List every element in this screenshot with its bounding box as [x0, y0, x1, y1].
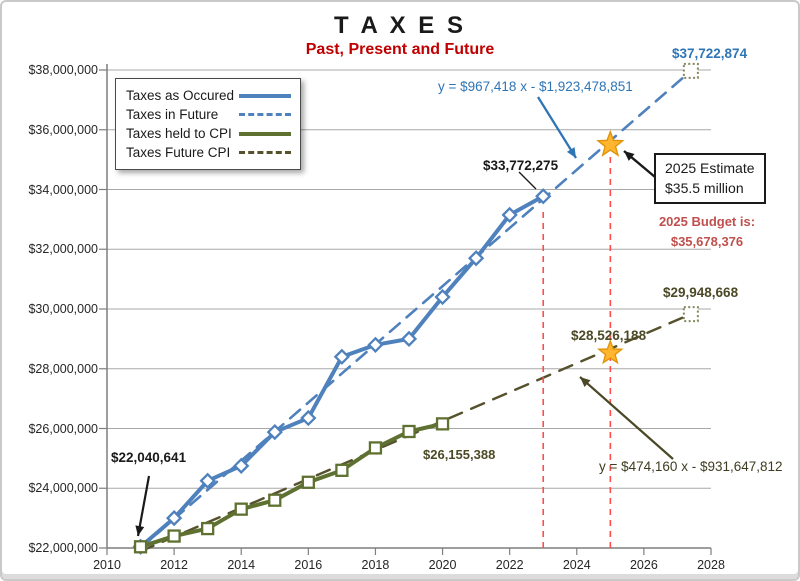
x-axis-label: 2016 — [294, 558, 323, 572]
legend: Taxes as Occured Taxes in Future Taxes h… — [115, 78, 301, 170]
legend-item-taxes-in-future: Taxes in Future — [126, 105, 291, 124]
x-axis-label: 2018 — [361, 558, 390, 572]
x-axis-label: 2020 — [428, 558, 457, 572]
y-axis-label: $36,000,000 — [28, 122, 98, 137]
marker-diamond — [501, 206, 518, 224]
legend-item-taxes-held-to-cpi: Taxes held to CPI — [126, 124, 291, 143]
annotation-blue-trend-end-value: $37,722,874 — [672, 46, 748, 61]
chart-title: T A X E S — [334, 12, 466, 39]
estimate-line2: $35.5 million — [665, 179, 744, 196]
legend-item-taxes-future-cpi: Taxes Future CPI — [126, 143, 291, 162]
marker-square — [201, 521, 215, 536]
annotation-start-value: $22,040,641 — [111, 450, 187, 465]
marker-diamond — [535, 188, 552, 205]
marker-diamond — [233, 457, 250, 474]
marker-diamond — [333, 348, 351, 365]
arrow-olive-equation — [579, 376, 674, 460]
legend-item-taxes-as-occured: Taxes as Occured — [126, 86, 291, 105]
x-axis-label: 2014 — [227, 558, 256, 572]
arrow-blue-equation — [537, 96, 577, 159]
arrow-blue-equation-head — [566, 147, 576, 158]
leader-line-2023-label — [518, 171, 537, 190]
budget-line2: $35,678,376 — [670, 234, 744, 250]
y-axis-label: $28,000,000 — [28, 361, 98, 376]
y-axis-label: $34,000,000 — [28, 182, 98, 197]
budget-note: 2025 Budget is: $35,678,376 — [647, 212, 767, 252]
x-axis-label: 2012 — [160, 558, 189, 572]
legend-label: Taxes held to CPI — [126, 126, 232, 141]
estimate-callout-box: 2025 Estimate $35.5 million — [654, 153, 766, 205]
marker-diamond — [266, 423, 283, 441]
estimate-line1: 2025 Estimate — [665, 160, 755, 176]
marker-square — [368, 441, 383, 455]
marker-diamond — [400, 330, 418, 348]
annotation-blue-trend-equation: y = $967,418 x - $1,923,478,851 — [438, 79, 633, 94]
legend-label: Taxes Future CPI — [126, 145, 231, 160]
series-line-taxes-future-cpi — [139, 312, 693, 553]
series-line-taxes-held-to-cpi — [138, 421, 445, 549]
y-axis-label: $24,000,000 — [28, 481, 98, 496]
marker-diamond — [300, 409, 317, 427]
marker-square — [133, 540, 148, 554]
marker-square — [301, 475, 315, 489]
legend-swatch-blue-solid-line — [239, 93, 291, 98]
marker-dotted-square-end — [682, 62, 699, 79]
y-axis-label: $22,000,000 — [28, 541, 98, 555]
annotation-olive-trend-equation: y = $474,160 x - $931,647,812 — [599, 459, 783, 474]
marker-square — [335, 463, 349, 477]
annotation-olive-trend-end-value: $29,948,668 — [663, 285, 739, 300]
legend-label: Taxes as Occured — [126, 88, 235, 103]
y-axis-label: $38,000,000 — [28, 63, 98, 77]
arrow-start-value-head — [135, 525, 145, 536]
y-axis-label: $30,000,000 — [28, 302, 98, 316]
legend-swatch-olive-dashed-line — [239, 151, 291, 154]
x-axis-label: 2010 — [93, 558, 121, 572]
marker-dotted-square-end — [682, 306, 699, 323]
star-marker-2025 — [596, 338, 624, 365]
marker-diamond — [467, 250, 485, 267]
x-axis-label: 2024 — [562, 558, 591, 572]
y-axis-label: $32,000,000 — [28, 242, 98, 257]
annotation-olive-2025-value: $28,526,188 — [571, 328, 647, 343]
arrow-start-value — [136, 475, 151, 537]
legend-swatch-olive-solid-line — [239, 131, 291, 136]
marker-diamond — [165, 509, 183, 527]
legend-label: Taxes in Future — [126, 107, 219, 122]
annotation-cpi-2020-value: $26,155,388 — [423, 447, 496, 462]
marker-diamond — [434, 288, 451, 306]
marker-diamond — [199, 472, 216, 489]
x-axis-label: 2028 — [697, 558, 725, 572]
marker-square — [268, 493, 282, 507]
marker-diamond — [367, 336, 384, 353]
legend-swatch-blue-dashed-line — [239, 113, 291, 116]
arrow-olive-equation-head — [580, 377, 591, 387]
chart-subtitle: Past, Present and Future — [305, 41, 495, 58]
marker-square — [167, 529, 181, 543]
star-marker-2025 — [596, 129, 625, 157]
x-axis-label: 2022 — [495, 558, 524, 572]
marker-square — [402, 424, 416, 439]
marker-square — [435, 417, 450, 431]
arrow-estimate-box-head — [624, 151, 635, 161]
annotation-2023-value: $33,772,275 — [483, 158, 559, 173]
x-axis-label: 2026 — [629, 558, 658, 572]
budget-line1: 2025 Budget is: — [658, 214, 756, 229]
marker-square — [234, 502, 248, 516]
y-axis-label: $26,000,000 — [28, 421, 98, 436]
